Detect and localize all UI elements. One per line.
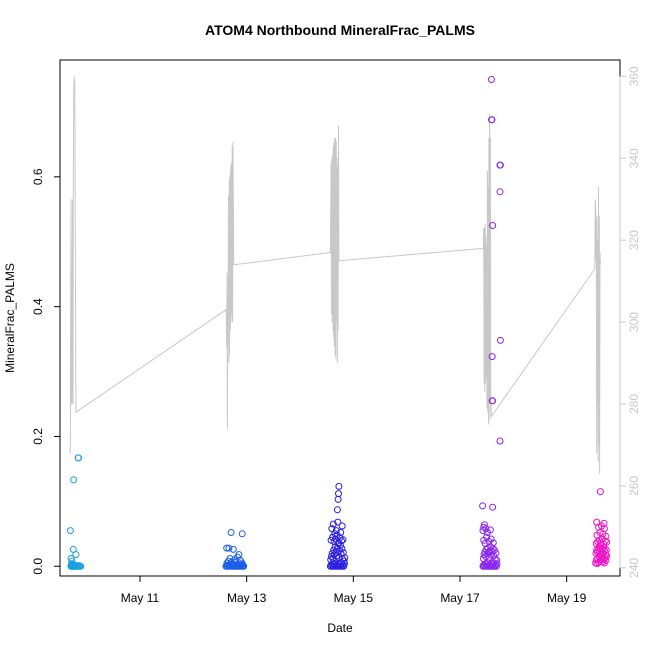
y2-tick-label: 280 — [627, 394, 641, 414]
scatter-point — [225, 544, 233, 552]
scatter-point — [479, 502, 487, 510]
scatter-point — [602, 532, 610, 540]
scatter-point — [496, 437, 504, 445]
scatter-point — [226, 555, 234, 562]
x-tick-label: May 19 — [547, 591, 587, 605]
scatter-point — [593, 518, 601, 526]
scatter-point — [490, 546, 498, 554]
scatter-point — [335, 490, 342, 498]
scatter-point — [488, 116, 496, 124]
scatter-point — [227, 529, 235, 536]
y-axis: 0.0 0.2 0.4 0.6 — [31, 168, 60, 575]
scatter-point — [601, 537, 609, 545]
x-axis-label: Date — [327, 621, 353, 635]
scatter-point — [601, 547, 609, 555]
scatter-point — [238, 530, 246, 538]
scatter-point — [328, 525, 336, 533]
y2-tick-label: 240 — [627, 557, 641, 577]
x-axis: May 11 May 13 May 15 May 17 May 19 — [121, 576, 587, 605]
scatter-point — [336, 547, 344, 555]
scatter-point — [239, 560, 247, 568]
scatter-point — [338, 537, 345, 545]
scatter-point — [596, 488, 604, 496]
scatter-point — [339, 536, 347, 544]
scatter-point — [496, 336, 504, 344]
chart-title: ATOM4 Northbound MineralFrac_PALMS — [205, 22, 475, 38]
scatter-point — [493, 556, 501, 564]
scatter-point — [67, 555, 75, 562]
scatter-point — [487, 535, 495, 543]
y2-tick-label: 360 — [627, 66, 641, 86]
scatter-points — [66, 76, 611, 570]
line-series — [69, 76, 601, 474]
scatter-point — [329, 520, 337, 528]
scatter-point — [229, 545, 237, 553]
x-tick-label: May 13 — [227, 591, 267, 605]
scatter-point — [70, 476, 78, 484]
scatter-point — [489, 222, 497, 229]
y2-tick-label: 260 — [627, 476, 641, 496]
scatter-point — [334, 518, 342, 526]
y-axis-label: MineralFrac_PALMS — [3, 263, 17, 373]
scatter-point — [600, 519, 608, 527]
scatter-point — [489, 397, 497, 405]
y2-axis: 240 260 280 300 320 340 360 — [619, 66, 641, 578]
scatter-point — [223, 544, 231, 552]
y-tick-label: 0.0 — [31, 558, 45, 575]
x-tick-label: May 11 — [121, 591, 160, 605]
scatter-point — [335, 482, 343, 490]
y2-tick-label: 300 — [627, 312, 641, 332]
scatter-point — [488, 353, 496, 361]
x-tick-label: May 15 — [334, 591, 374, 605]
y2-tick-label: 340 — [627, 148, 641, 168]
scatter-point — [489, 539, 497, 547]
scatter-point — [66, 527, 74, 535]
scatter-point — [480, 521, 488, 529]
scatter-point — [492, 549, 500, 557]
scatter-point — [341, 554, 349, 562]
scatter-point — [337, 529, 345, 536]
right-axis-line-series — [69, 76, 601, 474]
scatter-point — [77, 562, 85, 570]
scatter-point — [338, 545, 346, 553]
scatter-point — [486, 526, 494, 534]
scatter-point — [332, 527, 340, 535]
scatter-point — [75, 454, 82, 462]
scatter-point — [340, 557, 348, 565]
scatter-point — [488, 76, 495, 83]
y-tick-label: 0.4 — [31, 298, 45, 315]
scatter-point — [333, 506, 341, 514]
scatter-point — [496, 188, 504, 196]
scatter-point — [338, 522, 346, 530]
y2-tick-label: 320 — [627, 230, 641, 250]
scatter-point — [600, 525, 608, 533]
scatter-point — [489, 503, 497, 511]
scatter-point — [72, 551, 80, 559]
scatter-point — [493, 560, 501, 568]
scatter-point — [481, 540, 489, 547]
scatter-point — [482, 525, 490, 533]
x-tick-label: May 17 — [440, 591, 480, 605]
scatter-point — [602, 546, 610, 554]
y-tick-label: 0.6 — [31, 168, 45, 185]
scatter-point — [602, 551, 610, 559]
scatter-point — [496, 161, 504, 169]
y-tick-label: 0.2 — [31, 428, 45, 445]
